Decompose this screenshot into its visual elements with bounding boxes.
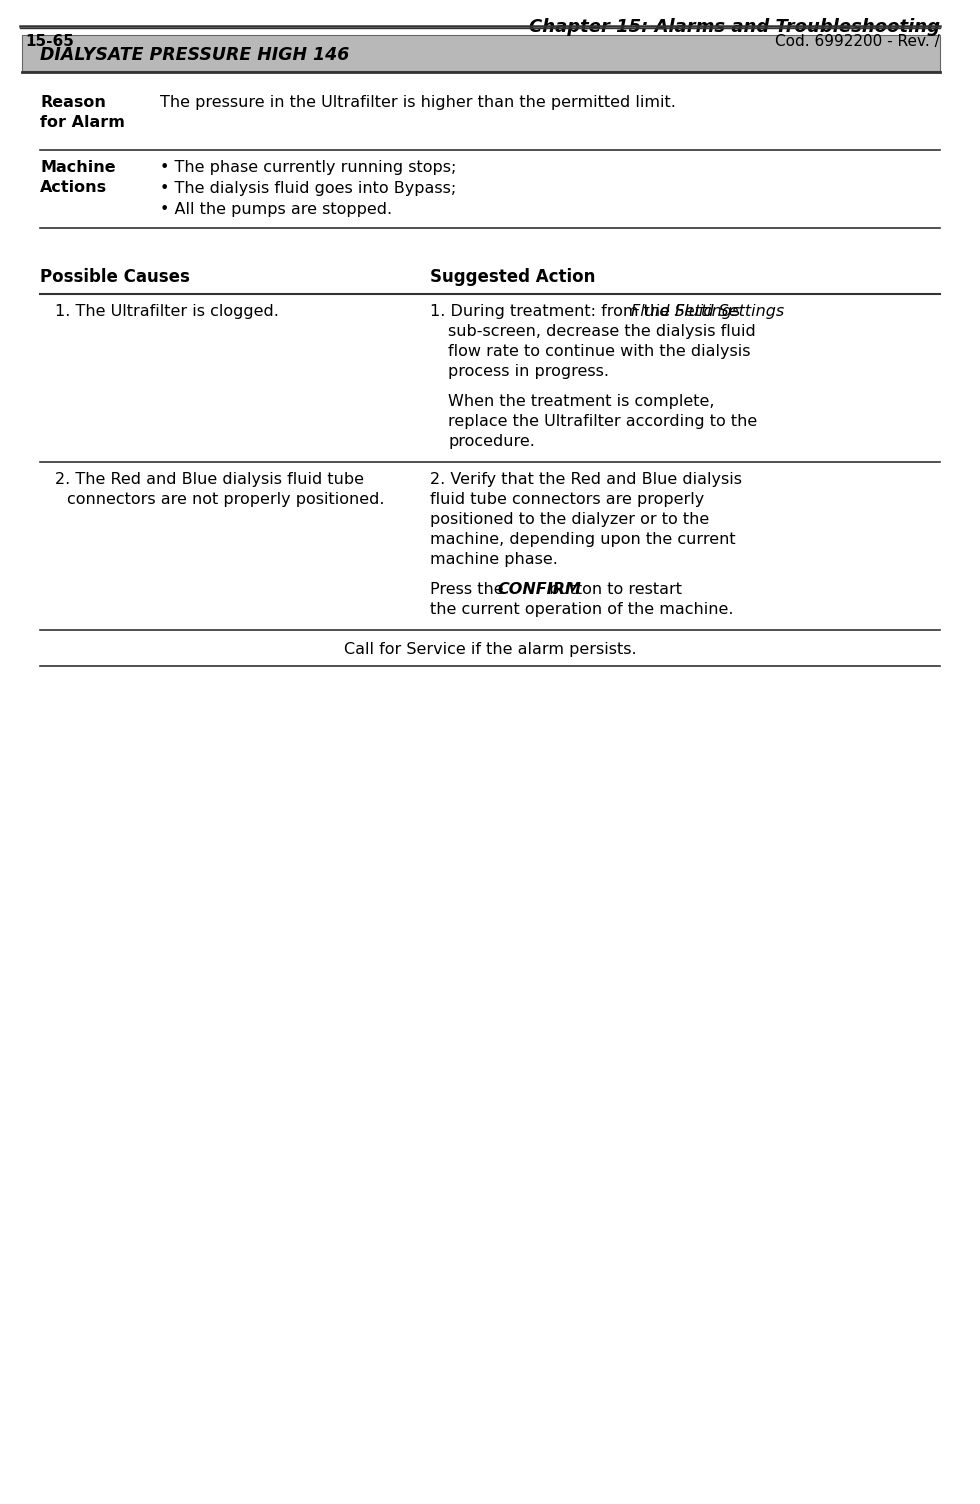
Text: Call for Service if the alarm persists.: Call for Service if the alarm persists. <box>344 642 636 657</box>
Text: When the treatment is complete,: When the treatment is complete, <box>448 394 714 409</box>
Text: The pressure in the Ultrafilter is higher than the permitted limit.: The pressure in the Ultrafilter is highe… <box>160 95 676 110</box>
Text: button to restart: button to restart <box>544 582 682 597</box>
FancyBboxPatch shape <box>22 35 940 71</box>
Text: • The dialysis fluid goes into Bypass;: • The dialysis fluid goes into Bypass; <box>160 180 457 196</box>
Text: 15-65: 15-65 <box>25 35 74 50</box>
Text: Reason
for Alarm: Reason for Alarm <box>40 95 124 129</box>
Text: 1. The Ultrafilter is clogged.: 1. The Ultrafilter is clogged. <box>55 304 279 319</box>
Text: positioned to the dialyzer or to the: positioned to the dialyzer or to the <box>430 511 710 526</box>
Text: machine phase.: machine phase. <box>430 552 558 567</box>
Text: • All the pumps are stopped.: • All the pumps are stopped. <box>160 202 392 217</box>
Text: fluid tube connectors are properly: fluid tube connectors are properly <box>430 492 705 507</box>
Text: the current operation of the machine.: the current operation of the machine. <box>430 602 733 617</box>
Text: replace the Ultrafilter according to the: replace the Ultrafilter according to the <box>448 414 758 429</box>
Text: procedure.: procedure. <box>448 435 535 450</box>
Text: Possible Causes: Possible Causes <box>40 268 190 286</box>
Text: 2. The Red and Blue dialysis fluid tube: 2. The Red and Blue dialysis fluid tube <box>55 472 364 487</box>
Text: CONFIRM: CONFIRM <box>497 582 581 597</box>
Text: Press the: Press the <box>430 582 509 597</box>
Text: Fluid Settings: Fluid Settings <box>631 304 740 319</box>
Text: sub-screen, decrease the dialysis fluid: sub-screen, decrease the dialysis fluid <box>448 323 756 338</box>
Text: • The phase currently running stops;: • The phase currently running stops; <box>160 159 457 174</box>
Text: Chapter 15: Alarms and Troubleshooting: Chapter 15: Alarms and Troubleshooting <box>529 18 940 36</box>
Text: process in progress.: process in progress. <box>448 364 609 379</box>
Text: 1. During treatment: from the: 1. During treatment: from the <box>430 304 675 319</box>
Text: Machine
Actions: Machine Actions <box>40 159 116 196</box>
Text: DIALYSATE PRESSURE HIGH 146: DIALYSATE PRESSURE HIGH 146 <box>40 47 350 65</box>
Text: machine, depending upon the current: machine, depending upon the current <box>430 532 736 547</box>
Text: connectors are not properly positioned.: connectors are not properly positioned. <box>67 492 384 507</box>
Text: 1. During treatment: from the: 1. During treatment: from the <box>430 304 675 319</box>
Text: Cod. 6992200 - Rev. /: Cod. 6992200 - Rev. / <box>775 35 940 50</box>
Text: Suggested Action: Suggested Action <box>430 268 596 286</box>
Text: Fluid Settings: Fluid Settings <box>675 304 784 319</box>
Text: Fluid Settings: Fluid Settings <box>675 304 784 319</box>
Text: 2. Verify that the Red and Blue dialysis: 2. Verify that the Red and Blue dialysis <box>430 472 742 487</box>
Text: flow rate to continue with the dialysis: flow rate to continue with the dialysis <box>448 344 751 359</box>
